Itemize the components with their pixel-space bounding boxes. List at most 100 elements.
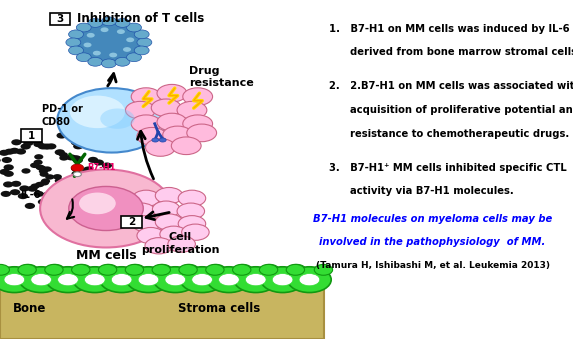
- Circle shape: [137, 227, 164, 244]
- Circle shape: [70, 96, 125, 128]
- Circle shape: [41, 178, 50, 184]
- Circle shape: [88, 157, 98, 163]
- Circle shape: [171, 137, 201, 155]
- Circle shape: [1, 191, 11, 197]
- Circle shape: [99, 264, 117, 275]
- Circle shape: [163, 126, 193, 144]
- Circle shape: [66, 38, 81, 47]
- Circle shape: [3, 171, 14, 177]
- Circle shape: [9, 148, 19, 154]
- Circle shape: [131, 115, 161, 133]
- Circle shape: [314, 264, 332, 275]
- Circle shape: [128, 203, 155, 219]
- Circle shape: [132, 216, 160, 232]
- Circle shape: [46, 267, 90, 293]
- Circle shape: [18, 193, 28, 199]
- Circle shape: [34, 154, 44, 160]
- Circle shape: [53, 195, 64, 201]
- Circle shape: [134, 30, 149, 39]
- Circle shape: [59, 155, 68, 161]
- Circle shape: [73, 264, 91, 275]
- Circle shape: [138, 274, 159, 286]
- Circle shape: [73, 172, 81, 177]
- Circle shape: [73, 267, 116, 293]
- Circle shape: [234, 267, 277, 293]
- Circle shape: [0, 157, 1, 163]
- Circle shape: [157, 113, 187, 131]
- Circle shape: [261, 264, 279, 275]
- Circle shape: [134, 46, 149, 55]
- Circle shape: [70, 175, 81, 181]
- Circle shape: [75, 174, 85, 180]
- Circle shape: [2, 157, 12, 163]
- FancyBboxPatch shape: [0, 280, 324, 339]
- Circle shape: [59, 152, 68, 158]
- Circle shape: [73, 157, 83, 163]
- Circle shape: [10, 189, 20, 195]
- Circle shape: [39, 168, 48, 174]
- Circle shape: [11, 181, 21, 187]
- Circle shape: [159, 138, 166, 142]
- Circle shape: [33, 160, 42, 165]
- Circle shape: [137, 38, 152, 47]
- Text: Stroma cells: Stroma cells: [178, 302, 260, 315]
- Circle shape: [125, 101, 155, 119]
- Circle shape: [71, 155, 81, 161]
- Circle shape: [81, 169, 92, 175]
- Circle shape: [3, 164, 14, 171]
- Circle shape: [152, 138, 159, 142]
- Circle shape: [157, 84, 187, 102]
- Circle shape: [178, 216, 206, 232]
- Text: acquisition of proliferative potential and: acquisition of proliferative potential a…: [329, 105, 573, 115]
- Circle shape: [71, 140, 81, 146]
- Text: 2: 2: [128, 217, 135, 227]
- Circle shape: [4, 274, 25, 286]
- Circle shape: [127, 267, 170, 293]
- Circle shape: [69, 186, 143, 231]
- Circle shape: [179, 264, 197, 275]
- Circle shape: [137, 127, 167, 145]
- Circle shape: [83, 166, 93, 173]
- Circle shape: [288, 264, 306, 275]
- Circle shape: [192, 274, 213, 286]
- Circle shape: [180, 267, 224, 293]
- Circle shape: [93, 51, 101, 56]
- Circle shape: [33, 191, 44, 197]
- Circle shape: [69, 46, 84, 55]
- Circle shape: [70, 200, 81, 206]
- Circle shape: [126, 37, 134, 42]
- Circle shape: [23, 140, 34, 146]
- Text: 1: 1: [28, 131, 35, 141]
- Circle shape: [146, 139, 175, 156]
- Circle shape: [145, 238, 172, 254]
- Circle shape: [100, 108, 135, 129]
- Text: derived from bone marrow stromal cells.: derived from bone marrow stromal cells.: [329, 47, 573, 57]
- Circle shape: [177, 203, 205, 219]
- Circle shape: [48, 195, 58, 201]
- Circle shape: [76, 23, 91, 32]
- Circle shape: [180, 264, 198, 275]
- FancyBboxPatch shape: [21, 129, 42, 142]
- Circle shape: [178, 190, 206, 206]
- Circle shape: [40, 170, 172, 247]
- Circle shape: [100, 27, 108, 32]
- Circle shape: [183, 88, 213, 105]
- Circle shape: [69, 30, 84, 39]
- Circle shape: [219, 274, 240, 286]
- Circle shape: [71, 164, 84, 172]
- Circle shape: [35, 182, 44, 187]
- Circle shape: [30, 163, 39, 168]
- Circle shape: [72, 171, 82, 177]
- Circle shape: [183, 115, 213, 133]
- Text: 2.   2.B7-H1 on MM cells was associated with: 2. 2.B7-H1 on MM cells was associated wi…: [329, 81, 573, 91]
- Text: PD-1 or
CD80: PD-1 or CD80: [42, 104, 83, 127]
- Circle shape: [131, 88, 161, 105]
- Circle shape: [57, 88, 166, 153]
- Text: Inhibition of T cells: Inhibition of T cells: [77, 12, 205, 25]
- Circle shape: [76, 53, 91, 62]
- Circle shape: [165, 274, 186, 286]
- FancyBboxPatch shape: [121, 216, 142, 228]
- Circle shape: [261, 267, 304, 293]
- Circle shape: [0, 267, 36, 293]
- Text: Bone: Bone: [13, 302, 46, 315]
